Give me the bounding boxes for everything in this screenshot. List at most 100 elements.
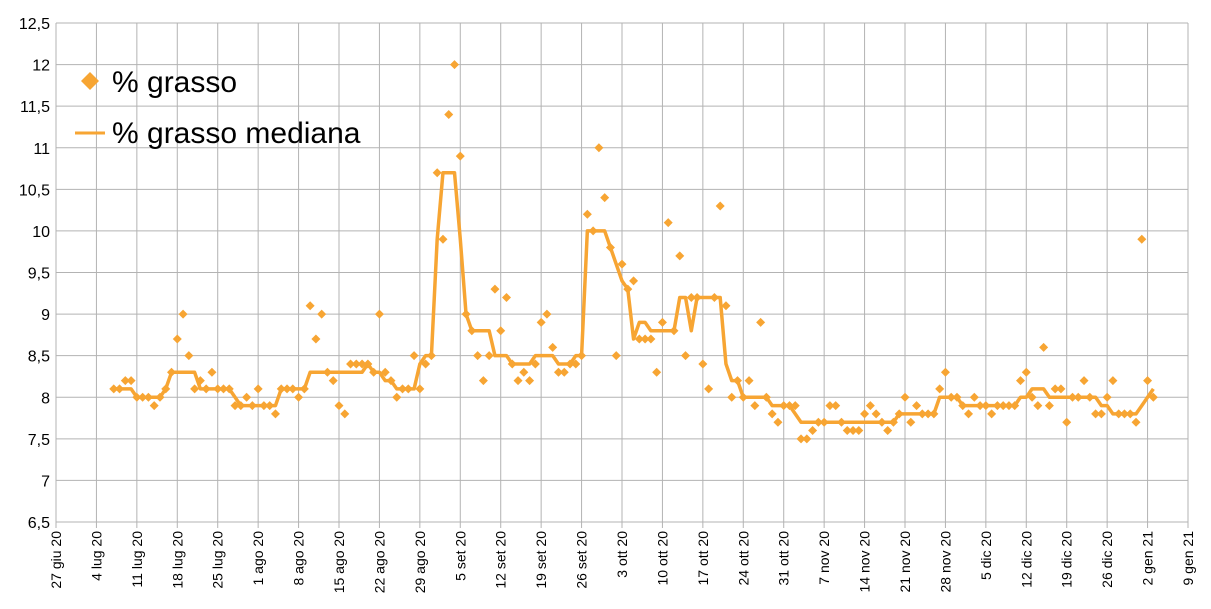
grasso-point xyxy=(149,401,159,411)
grasso-point xyxy=(808,426,818,436)
x-tick-label: 8 ago 20 xyxy=(291,531,307,586)
grasso-point xyxy=(519,367,529,377)
grasso-point xyxy=(1010,401,1020,411)
grasso-point xyxy=(663,218,673,228)
x-tick-label: 2 gen 21 xyxy=(1140,531,1156,586)
grasso-point xyxy=(340,409,350,419)
grasso-point xyxy=(981,401,991,411)
grasso-point xyxy=(1067,392,1077,402)
grasso-point xyxy=(1102,392,1112,402)
grasso-point xyxy=(282,384,292,394)
grasso-point xyxy=(461,309,471,319)
grasso-point xyxy=(738,392,748,402)
grasso-point xyxy=(201,384,211,394)
grasso-point xyxy=(871,409,881,419)
x-tick-label: 25 lug 20 xyxy=(210,531,226,589)
x-tick-label: 17 ott 20 xyxy=(695,531,711,586)
grasso-point xyxy=(294,392,304,402)
grasso-point xyxy=(467,326,477,336)
grasso-point xyxy=(507,359,517,369)
grasso-point xyxy=(213,384,223,394)
x-tick-label: 26 dic 20 xyxy=(1099,531,1115,588)
grasso-point xyxy=(138,392,148,402)
grasso-point xyxy=(1056,384,1066,394)
legend-label-mediana: % grasso mediana xyxy=(112,117,361,150)
grasso-point xyxy=(825,401,835,411)
grasso-point xyxy=(167,367,177,377)
grasso-point xyxy=(611,351,621,361)
y-tick-label: 6,5 xyxy=(28,515,50,532)
y-tick-label: 12 xyxy=(32,58,50,75)
grasso-point xyxy=(686,292,696,302)
x-tick-label: 12 dic 20 xyxy=(1018,531,1034,588)
grasso-point xyxy=(242,392,252,402)
grasso-point xyxy=(357,359,367,369)
grasso-point xyxy=(836,417,846,427)
grasso-point xyxy=(172,334,182,344)
x-tick-label: 12 set 20 xyxy=(493,531,509,589)
grasso-point xyxy=(1125,409,1135,419)
grasso-point xyxy=(1091,409,1101,419)
grasso-point xyxy=(940,367,950,377)
y-tick-label: 9,5 xyxy=(28,266,50,283)
grasso-point xyxy=(848,426,858,436)
x-tick-label: 5 dic 20 xyxy=(978,531,994,580)
grasso-point xyxy=(478,376,488,386)
grasso-point xyxy=(311,334,321,344)
grasso-point xyxy=(975,401,985,411)
grasso-point xyxy=(317,309,327,319)
grasso-point xyxy=(582,209,592,219)
grasso-point xyxy=(421,359,431,369)
grasso-point xyxy=(132,392,142,402)
grasso-point xyxy=(669,326,679,336)
x-tick-label: 29 ago 20 xyxy=(412,531,428,593)
grasso-point xyxy=(796,434,806,444)
y-axis-ticks: 6,5 7 7,5 8 8,5 9 9,5 10 10,5 11 11,5 12 12,5 xyxy=(19,16,50,532)
grasso-point xyxy=(513,376,523,386)
grasso-point xyxy=(704,384,714,394)
y-tick-label: 10 xyxy=(32,224,50,241)
legend: % grasso % grasso mediana xyxy=(75,66,361,150)
x-tick-label: 14 nov 20 xyxy=(857,531,873,593)
grasso-point xyxy=(929,409,939,419)
grasso-point xyxy=(790,401,800,411)
x-tick-label: 9 gen 21 xyxy=(1180,531,1196,586)
grasso-point xyxy=(276,384,286,394)
grasso-point xyxy=(1016,376,1026,386)
grasso-point xyxy=(600,193,610,203)
x-tick-label: 31 ott 20 xyxy=(776,531,792,586)
grasso-point xyxy=(715,201,725,211)
grasso-point xyxy=(247,401,257,411)
grasso-point xyxy=(224,384,234,394)
grasso-point xyxy=(692,292,702,302)
grasso-point xyxy=(813,417,823,427)
grasso-point xyxy=(819,417,829,427)
grasso-point xyxy=(721,301,731,311)
grasso-point xyxy=(744,376,754,386)
x-tick-label: 24 ott 20 xyxy=(735,531,751,586)
y-tick-label: 11 xyxy=(33,141,50,158)
grasso-point xyxy=(351,359,361,369)
grasso-point xyxy=(657,317,667,327)
grasso-point xyxy=(865,401,875,411)
grasso-point xyxy=(605,243,615,253)
grasso-point xyxy=(842,426,852,436)
legend-diamond-marker xyxy=(81,72,99,90)
grasso-point xyxy=(334,401,344,411)
grasso-point xyxy=(548,342,558,352)
x-tick-label: 26 set 20 xyxy=(574,531,590,589)
median-line xyxy=(113,170,1155,424)
grasso-point xyxy=(860,409,870,419)
grasso-point xyxy=(1085,392,1095,402)
grasso-point xyxy=(964,409,974,419)
grasso-point xyxy=(779,401,789,411)
grasso-point xyxy=(854,426,864,436)
grasso-point xyxy=(773,417,783,427)
grasso-point xyxy=(617,259,627,269)
grasso-point xyxy=(935,384,945,394)
grasso-point xyxy=(207,367,217,377)
grasso-point xyxy=(386,376,396,386)
grasso-point xyxy=(530,359,540,369)
grasso-point xyxy=(784,401,794,411)
